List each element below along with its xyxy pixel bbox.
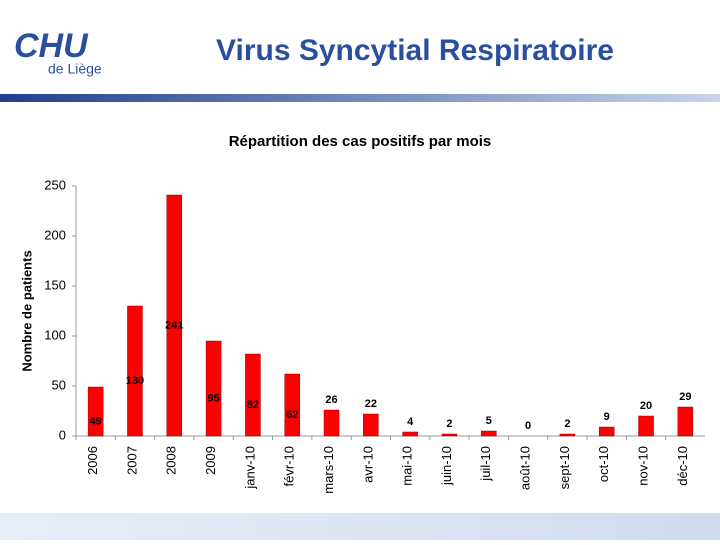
bar [677, 406, 694, 437]
x-tick-label: oct-10 [596, 446, 611, 482]
y-tick-label: 100 [44, 327, 66, 342]
value-label: 82 [247, 399, 259, 411]
y-axis-label: Nombre de patients [19, 250, 34, 371]
bar [323, 409, 340, 437]
x-tick-label: 2008 [164, 446, 179, 475]
x-tick-label: janv-10 [242, 446, 257, 490]
slide-title: Virus Syncytial Respiratoire [216, 34, 614, 67]
bar [481, 430, 497, 437]
bar [441, 433, 458, 437]
value-label: 49 [90, 415, 102, 427]
x-tick-label: déc-10 [675, 446, 690, 486]
x-tick-label: avr-10 [360, 446, 375, 483]
bar [638, 415, 654, 437]
x-tick-label: nov-10 [635, 446, 650, 486]
x-tick-label: mars-10 [321, 446, 336, 494]
y-tick-label: 200 [44, 227, 66, 242]
value-label: 9 [604, 411, 610, 423]
value-label: 26 [325, 394, 337, 406]
x-tick-label: 2007 [124, 446, 139, 475]
bar [363, 413, 379, 437]
value-label: 4 [407, 416, 414, 428]
x-tick-label: sept-10 [557, 446, 572, 489]
value-label: 5 [486, 415, 492, 427]
value-label: 2 [446, 418, 452, 430]
x-tick-label: juin-10 [439, 446, 454, 486]
value-label: 241 [165, 319, 183, 331]
value-label: 2 [564, 418, 570, 430]
x-tick-label: mai-10 [400, 446, 415, 486]
y-tick-label: 0 [59, 427, 66, 442]
bar [598, 426, 615, 437]
logo-sub: de Liège [48, 61, 102, 77]
y-tick-label: 150 [44, 277, 66, 292]
chart-title: Répartition des cas positifs par mois [229, 133, 492, 150]
value-label: 130 [126, 375, 144, 387]
bar [205, 340, 222, 437]
bar [166, 194, 183, 437]
bar [127, 305, 143, 437]
value-label: 95 [207, 392, 219, 404]
x-tick-label: 2009 [203, 446, 218, 475]
value-label: 22 [365, 398, 377, 410]
logo: CHU [14, 27, 89, 65]
x-tick-label: 2006 [85, 446, 100, 475]
footer-band [0, 513, 720, 540]
value-label: 62 [286, 409, 298, 421]
bar [87, 386, 104, 437]
value-label: 20 [640, 400, 652, 412]
y-tick-label: 50 [52, 377, 66, 392]
x-tick-label: févr-10 [282, 446, 297, 486]
bar [402, 431, 418, 437]
value-label: 29 [679, 391, 691, 403]
x-tick-label: juil-10 [478, 446, 493, 482]
bar [559, 433, 576, 437]
x-tick-label: août-10 [518, 446, 533, 490]
y-tick-label: 250 [44, 177, 66, 192]
bar [245, 353, 261, 437]
bar [284, 373, 300, 437]
value-label: 0 [525, 420, 531, 432]
header-band [0, 94, 720, 102]
